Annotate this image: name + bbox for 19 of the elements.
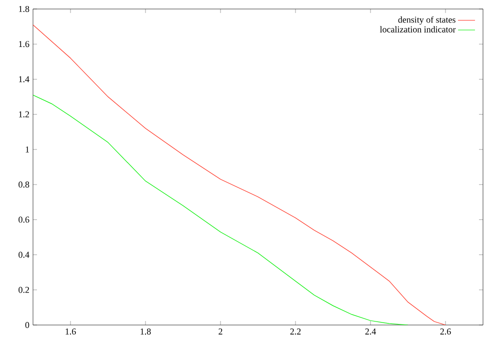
- y-tick-label: 0.6: [18, 216, 30, 223]
- legend-label: localization indicator: [380, 26, 456, 32]
- y-tick-label: 1.6: [19, 41, 30, 48]
- x-tick-label: 2.4: [365, 328, 376, 335]
- y-tick-label: 1.8: [19, 6, 30, 12]
- y-tick-label: 1.4: [19, 76, 30, 82]
- x-tick-label: 2.2: [290, 328, 301, 335]
- x-tick-label: 2.6: [440, 328, 451, 335]
- y-tick-label: 0.4: [18, 252, 30, 258]
- x-tick-label: 2: [218, 328, 222, 334]
- y-tick-label: 0.2: [18, 286, 29, 293]
- y-tick-label: 1: [26, 146, 29, 152]
- legend-label: density of states: [398, 16, 456, 25]
- x-tick-label: 1.6: [66, 328, 76, 335]
- line-series: [33, 94, 408, 325]
- y-tick-label: 0: [25, 322, 30, 328]
- y-tick-label: 0.8: [18, 182, 30, 188]
- y-tick-label: 1.2: [19, 111, 29, 118]
- x-tick-label: 1.8: [140, 328, 151, 335]
